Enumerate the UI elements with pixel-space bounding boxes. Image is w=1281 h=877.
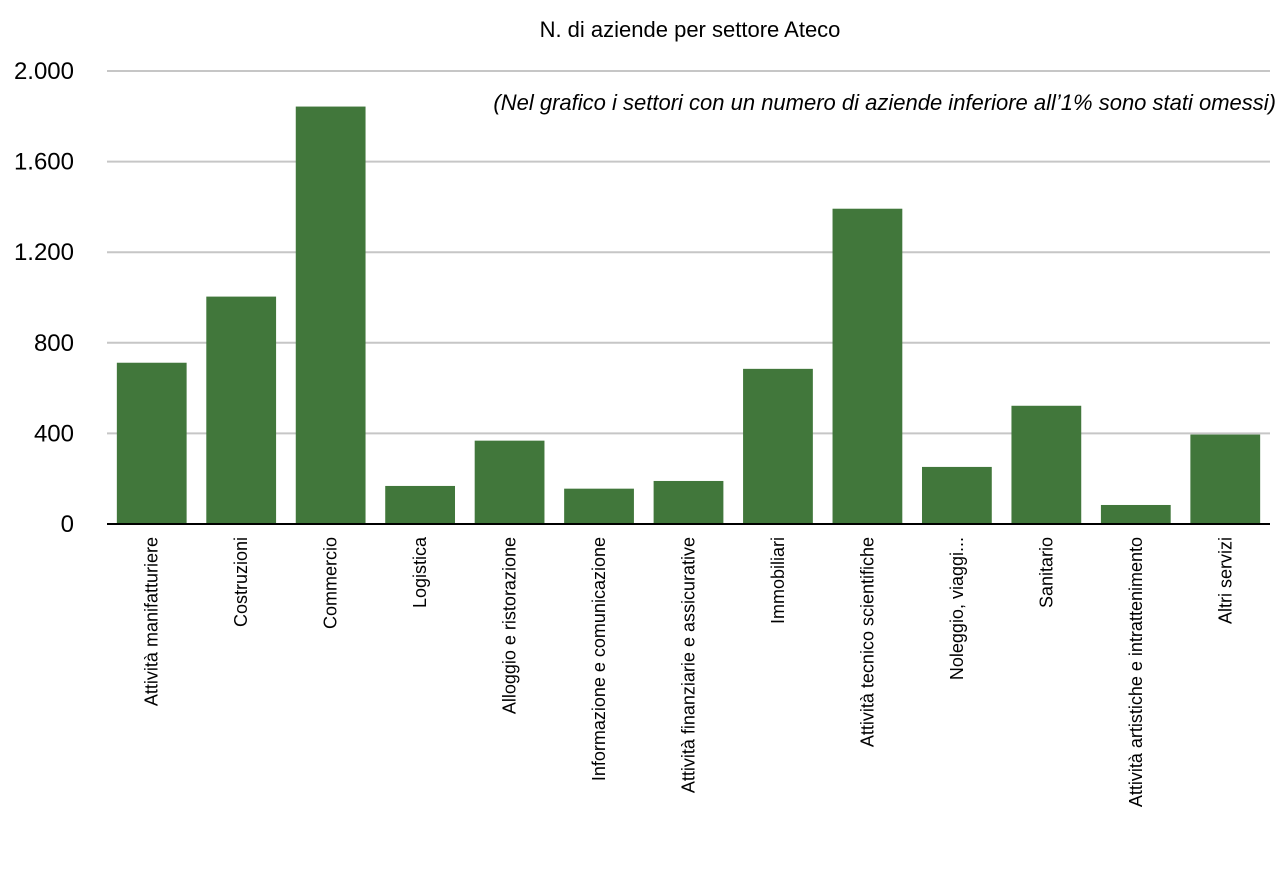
y-tick-label: 1.600	[14, 149, 74, 176]
y-tick-label: 0	[61, 511, 74, 538]
y-tick-label: 800	[34, 330, 74, 357]
y-tick-label: 400	[34, 420, 74, 447]
category-label: Alloggio e ristorazione	[500, 537, 520, 714]
gridlines	[107, 70, 1270, 435]
bar	[1190, 434, 1261, 524]
category-label: Altri servizi	[1215, 537, 1235, 624]
category-label: Costruzioni	[231, 537, 251, 627]
category-label: Logistica	[410, 536, 430, 608]
category-label: Attività artistiche e intrattenimento	[1126, 537, 1146, 807]
category-label: Commercio	[321, 537, 341, 629]
y-tick-label: 2.000	[14, 58, 74, 85]
bar	[743, 368, 813, 524]
bar	[921, 466, 992, 524]
category-labels: Attività manifatturiere Costruzioni Commer…	[142, 536, 1236, 807]
bars	[116, 106, 1261, 525]
category-label: Attività finanziarie e assicurative	[679, 537, 699, 793]
category-label: Noleggio, viaggi...	[947, 537, 967, 680]
category-label: Attività manifatturiere	[142, 537, 162, 706]
bar	[1011, 405, 1082, 524]
bar	[385, 485, 456, 524]
bar	[564, 488, 634, 524]
bar	[295, 106, 366, 525]
chart-title: N. di aziende per settore Ateco	[540, 17, 841, 42]
category-label: Sanitario	[1036, 537, 1056, 608]
category-label: Immobiliari	[768, 537, 788, 624]
bar	[474, 440, 545, 524]
chart-note: (Nel grafico i settori con un numero di …	[493, 90, 1276, 115]
bar	[1100, 504, 1171, 524]
bar	[653, 480, 724, 524]
y-tick-label: 1.200	[14, 239, 74, 266]
category-label: Attività tecnico scientifiche	[857, 537, 877, 747]
y-axis-tick-labels: 0 400 800 1.200 1.600 2.000	[14, 58, 74, 538]
bar	[832, 208, 903, 524]
bar	[206, 296, 277, 524]
category-label: Informazione e comunicazione	[589, 537, 609, 781]
bar	[116, 362, 187, 524]
